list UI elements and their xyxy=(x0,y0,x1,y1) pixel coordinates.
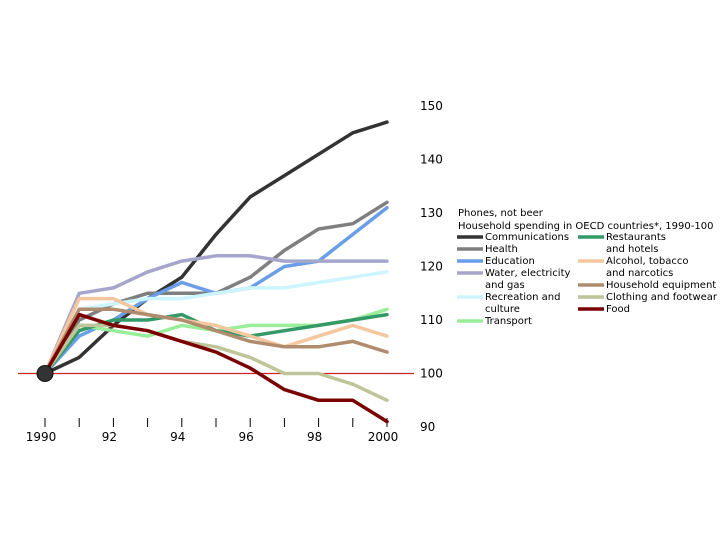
y-tick-label: 140 xyxy=(420,153,443,167)
legend-label-water-electricity-and-gas: Water, electricity xyxy=(485,268,571,279)
series-lines xyxy=(36,120,389,424)
legend-label-restaurants-and-hotels: and hotels xyxy=(606,244,659,255)
legend: Phones, not beer Household spending in O… xyxy=(457,208,718,327)
x-tick-label: 92 xyxy=(102,430,117,444)
series-line-food xyxy=(43,312,389,424)
x-tick-label: 94 xyxy=(170,430,185,444)
legend-label-recreation-and-culture: Recreation and xyxy=(485,292,560,303)
legend-label-alcohol-tobacco-and-narcotics: and narcotics xyxy=(606,268,673,279)
legend-label-transport: Transport xyxy=(484,316,532,327)
series-line-communications xyxy=(43,120,389,376)
x-tick-label: 1990 xyxy=(26,430,57,444)
x-tick-label: 98 xyxy=(307,430,322,444)
series-line-household-equipment xyxy=(43,307,389,376)
x-tick-label: 96 xyxy=(239,430,254,444)
legend-label-household-equipment: Household equipment xyxy=(606,280,716,291)
legend-label-recreation-and-culture: culture xyxy=(485,304,520,315)
legend-label-clothing-and-footwear: Clothing and footwear xyxy=(606,292,718,303)
legend-label-education: Education xyxy=(485,256,535,267)
y-tick-label: 90 xyxy=(420,420,435,434)
legend-label-communications: Communications xyxy=(485,232,569,243)
y-axis: 90 100 110 120 130 140 150 xyxy=(420,99,443,434)
legend-label-food: Food xyxy=(606,304,630,315)
chart-subtitle: Household spending in OECD countries*, 1… xyxy=(458,221,713,232)
series-line-recreation-and-culture xyxy=(43,270,389,376)
y-tick-label: 110 xyxy=(420,313,443,327)
series-line-clothing-and-footwear xyxy=(43,323,389,403)
series-line-alcohol-tobacco-and-narcotics xyxy=(43,296,389,376)
series-line-water-electricity-and-gas xyxy=(43,254,389,376)
y-tick-label: 100 xyxy=(420,367,443,381)
y-tick-label: 150 xyxy=(420,99,443,113)
y-tick-label: 120 xyxy=(420,260,443,274)
x-axis: 1990 92 94 96 98 2000 xyxy=(26,418,399,444)
legend-label-water-electricity-and-gas: and gas xyxy=(485,280,525,291)
legend-label-alcohol-tobacco-and-narcotics: Alcohol, tobacco xyxy=(606,256,688,267)
y-tick-label: 130 xyxy=(420,206,443,220)
legend-label-health: Health xyxy=(485,244,518,255)
start-point-marker xyxy=(36,365,54,382)
chart-title: Phones, not beer xyxy=(458,208,544,219)
x-tick-label: 2000 xyxy=(368,430,399,444)
legend-label-restaurants-and-hotels: Restaurants xyxy=(606,232,666,243)
